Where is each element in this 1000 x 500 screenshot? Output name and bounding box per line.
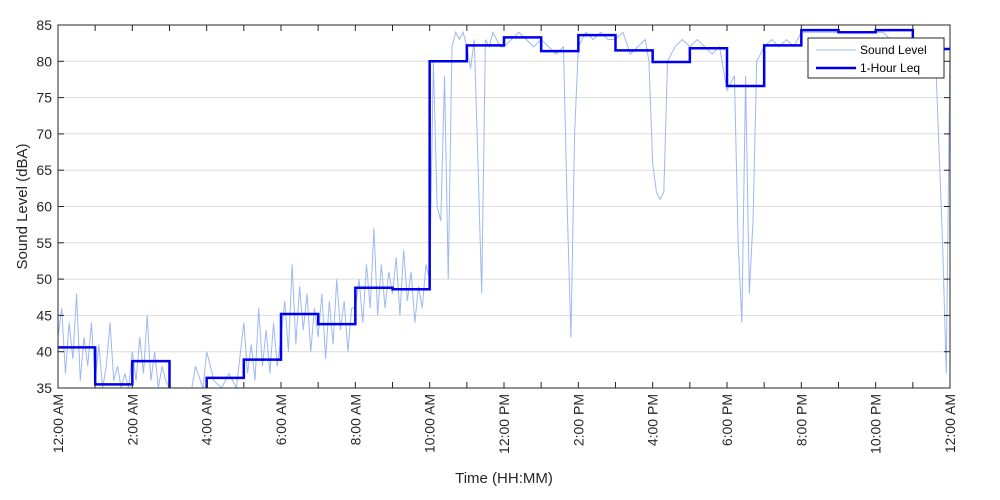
- y-tick-label: 45: [36, 307, 52, 323]
- axes: [57, 24, 951, 389]
- y-tick-label: 80: [36, 53, 52, 69]
- y-tick-label: 60: [36, 199, 52, 215]
- y-tick-label: 50: [36, 271, 52, 287]
- x-tick-label: 4:00 PM: [645, 394, 661, 446]
- y-tick-label: 35: [36, 380, 52, 396]
- x-tick-label: 12:00 AM: [50, 394, 66, 453]
- y-axis-title: Sound Level (dBA): [14, 144, 31, 270]
- y-tick-label: 65: [36, 162, 52, 178]
- y-tick-label: 70: [36, 126, 52, 142]
- x-tick-label: 2:00 PM: [570, 394, 586, 446]
- series-line-1-hour-leq: [58, 28, 950, 388]
- legend-box: [807, 37, 945, 79]
- x-tick-label: 2:00 AM: [124, 394, 140, 445]
- x-tick-label: 8:00 AM: [347, 394, 363, 445]
- y-tick-label: 55: [36, 235, 52, 251]
- x-tick-label: 8:00 PM: [793, 394, 809, 446]
- x-tick-label: 12:00 PM: [496, 394, 512, 454]
- x-tick-label: 12:00 AM: [942, 394, 958, 453]
- y-tick-label: 75: [36, 90, 52, 106]
- legend: Sound Level 1-Hour Leq: [807, 37, 945, 79]
- legend-label: Sound Level: [860, 43, 927, 57]
- x-axis-title: Time (HH:MM): [455, 470, 553, 487]
- legend-label: 1-Hour Leq: [860, 61, 920, 75]
- series-layer: [58, 28, 950, 388]
- y-tick-label: 85: [36, 17, 52, 33]
- y-tick-label: 40: [36, 344, 52, 360]
- x-tick-label: 10:00 AM: [422, 394, 438, 453]
- x-tick-label: 4:00 AM: [199, 394, 215, 445]
- x-tick-label: 6:00 PM: [719, 394, 735, 446]
- x-tick-label: 10:00 PM: [868, 394, 884, 454]
- tick-labels: 35 40 45 50 55 60 65 70 75 80 85 12:00 AM 2:00 AM 4:0…: [36, 17, 958, 454]
- x-tick-label: 6:00 AM: [273, 394, 289, 445]
